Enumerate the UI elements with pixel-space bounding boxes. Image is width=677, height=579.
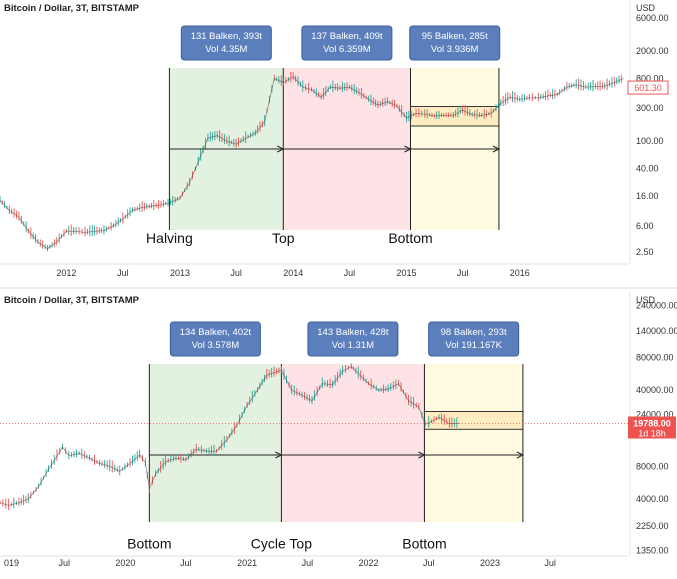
x-tick-label: 2021 <box>237 558 257 568</box>
price-badge-label: 19788.00 <box>633 418 671 428</box>
region-info-text: Vol 191.167K <box>445 340 502 351</box>
region-info-text: 134 Balken, 402t <box>180 327 252 338</box>
region-info-text: Vol 3.578M <box>192 340 240 351</box>
y-tick-label: 100.00 <box>636 136 664 146</box>
x-tick-label: 2022 <box>359 558 379 568</box>
cycle-annotation: Bottom <box>402 536 446 552</box>
y-tick-label: 24000.00 <box>636 409 674 419</box>
y-tick-label: 1350.00 <box>636 545 669 555</box>
y-tick-label: 2.50 <box>636 247 654 257</box>
y-axis-unit: USD <box>636 3 656 13</box>
y-tick-label: 140000.00 <box>636 326 677 336</box>
price-line <box>0 76 624 250</box>
x-tick-label: Jul <box>344 268 356 278</box>
x-tick-label: 019 <box>4 558 19 568</box>
y-tick-label: 2000.00 <box>636 46 669 56</box>
price-candles <box>0 71 622 252</box>
price-line <box>0 366 460 506</box>
y-tick-label: 40.00 <box>636 164 659 174</box>
y-tick-label: 6000.00 <box>636 13 669 23</box>
x-tick-label: Jul <box>230 268 242 278</box>
chart-panel-0: 131 Balken, 393t Vol 4.35M 137 Balken, 409… <box>0 0 669 278</box>
x-tick-label: 2016 <box>510 268 530 278</box>
x-tick-label: 2020 <box>115 558 135 568</box>
chart-panel-1: 134 Balken, 402t Vol 3.578M 143 Balken, 42… <box>0 292 677 568</box>
region-info-text: 95 Balken, 285t <box>422 31 488 42</box>
range-box <box>409 106 500 127</box>
region-info-box <box>409 25 501 61</box>
x-tick-label: Jul <box>544 558 556 568</box>
x-tick-label: Jul <box>58 558 70 568</box>
cycle-annotation: Top <box>272 230 295 246</box>
x-tick-label: 2014 <box>283 268 303 278</box>
region-info-text: 143 Balken, 428t <box>317 327 389 338</box>
region-info-text: 137 Balken, 409t <box>311 31 383 42</box>
region-info-text: 131 Balken, 393t <box>191 31 263 42</box>
region-info-text: Vol 3.936M <box>431 44 479 55</box>
y-tick-label: 800.00 <box>636 73 664 83</box>
cycle-annotation: Cycle Top <box>251 536 312 552</box>
cycle-annotation: Bottom <box>127 536 171 552</box>
price-badge <box>627 80 669 95</box>
y-tick-label: 8000.00 <box>636 461 669 471</box>
region-info-text: 98 Balken, 293t <box>441 327 507 338</box>
y-tick-label: 16.00 <box>636 191 659 201</box>
region-info-text: Vol 4.35M <box>205 44 247 55</box>
y-tick-label: 4000.00 <box>636 494 669 504</box>
y-tick-label: 40000.00 <box>636 385 674 395</box>
y-tick-label: 6.00 <box>636 221 654 231</box>
y-tick-label: 80000.00 <box>636 352 674 362</box>
x-tick-label: Jul <box>180 558 192 568</box>
y-tick-label: 240000.00 <box>636 301 677 311</box>
region-info-box <box>180 25 272 61</box>
y-tick-label: 300.00 <box>636 103 664 113</box>
x-tick-label: 2015 <box>396 268 416 278</box>
price-badge-label: 601.30 <box>634 83 662 93</box>
cycle-region <box>424 364 523 522</box>
price-badge-sublabel: 1d 18h <box>638 428 666 438</box>
x-tick-label: 2013 <box>170 268 190 278</box>
x-tick-label: Jul <box>117 268 129 278</box>
cycle-region <box>281 364 425 522</box>
duration-arrowhead <box>516 451 525 459</box>
cycle-annotation: Halving <box>146 230 193 246</box>
chart-title: Bitcoin / Dollar, 3T, BITSTAMP <box>4 3 140 14</box>
region-info-text: Vol 1.31M <box>332 340 374 351</box>
region-info-box <box>301 25 393 61</box>
x-tick-label: Jul <box>302 558 314 568</box>
x-tick-label: 2012 <box>56 268 76 278</box>
y-axis-unit: USD <box>636 295 656 305</box>
region-info-box <box>428 321 520 357</box>
price-badge <box>628 416 676 439</box>
x-tick-label: 2023 <box>480 558 500 568</box>
duration-arrowhead <box>492 145 501 153</box>
y-tick-label: 2250.00 <box>636 521 669 531</box>
chart-title: Bitcoin / Dollar, 3T, BITSTAMP <box>4 295 140 306</box>
region-info-box <box>307 321 399 357</box>
region-info-box <box>169 321 261 357</box>
region-info-text: Vol 6.359M <box>323 44 371 55</box>
cycle-annotation: Bottom <box>388 230 432 246</box>
cycle-region <box>149 364 282 522</box>
x-tick-label: Jul <box>457 268 469 278</box>
x-tick-label: Jul <box>423 558 435 568</box>
